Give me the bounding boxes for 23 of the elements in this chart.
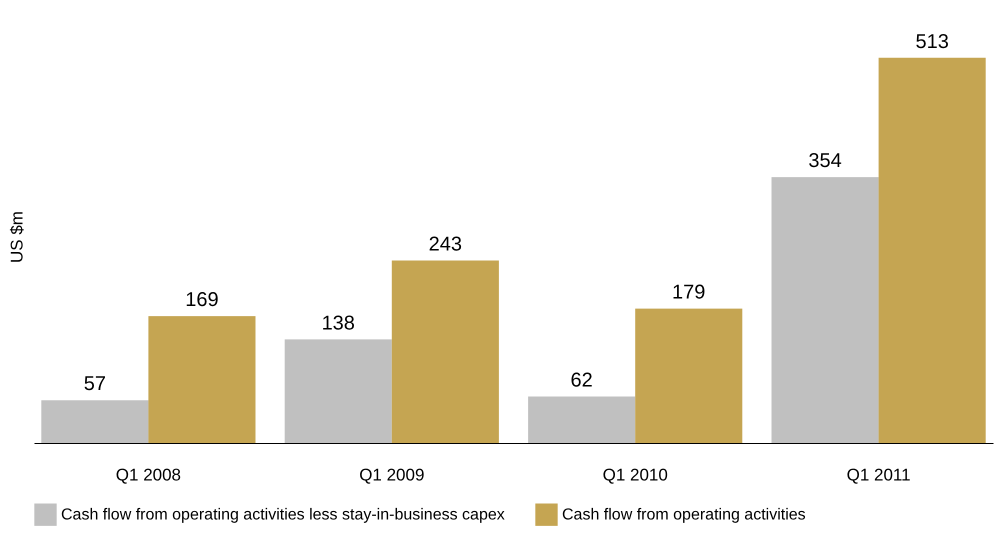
data-label: 138	[322, 312, 355, 334]
data-label: 513	[915, 30, 949, 53]
data-label: 169	[185, 289, 219, 312]
data-label: 354	[808, 150, 842, 172]
data-label: 243	[428, 234, 462, 256]
y-axis-title: US $m	[8, 211, 26, 263]
data-label: 179	[672, 282, 706, 304]
data-label: 57	[84, 373, 106, 396]
x-tick-label: Q1 2008	[116, 466, 182, 484]
x-tick-label: Q1 2010	[602, 466, 668, 484]
bar	[528, 396, 636, 443]
legend-label: Cash flow from operating activities less stay-in-business capex	[61, 506, 505, 524]
bar	[635, 308, 742, 443]
bar	[284, 339, 392, 443]
data-label: 62	[570, 369, 593, 392]
bar	[41, 400, 148, 443]
bar	[148, 316, 256, 443]
legend-label: Cash flow from operating activities	[562, 506, 806, 524]
bar	[772, 177, 879, 443]
x-tick-label: Q1 2009	[359, 466, 424, 484]
x-tick-label: Q1 2011	[846, 466, 911, 484]
bar	[392, 260, 499, 443]
bar	[878, 58, 986, 443]
